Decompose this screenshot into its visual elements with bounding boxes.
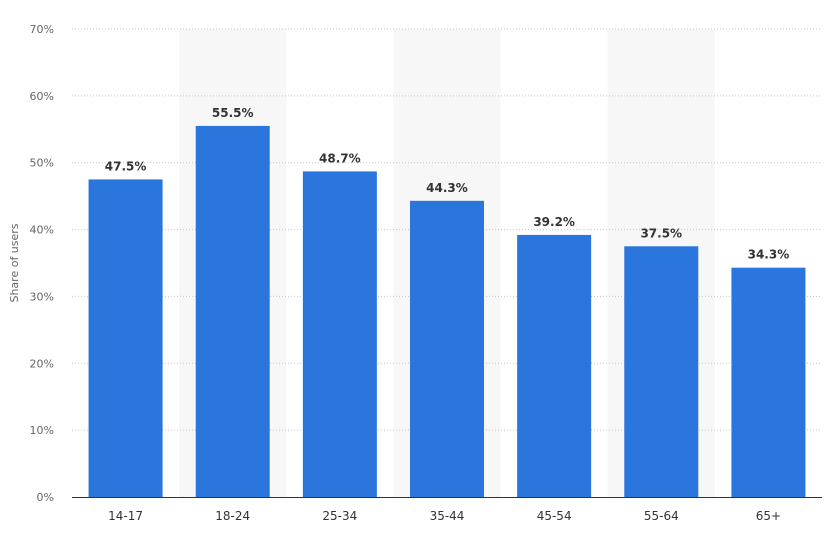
y-tick-label: 60% [30,90,54,103]
y-axis-title: Share of users [8,223,21,302]
x-tick-label-55-64: 55-64 [644,509,679,523]
data-label-65+: 34.3% [748,248,790,262]
x-axis-categories: 14-17 18-24 25-34 35-44 45-54 55-64 65+ [108,509,781,523]
bars [88,125,806,498]
y-tick-label: 40% [30,224,54,237]
data-label-45-54: 39.2% [533,215,575,229]
data-label-25-34: 48.7% [319,151,361,165]
x-tick-label-65+: 65+ [756,509,781,523]
data-label-55-64: 37.5% [640,226,682,240]
bar-65+[interactable] [731,267,806,497]
y-tick-label: 70% [30,23,54,36]
y-tick-label: 0% [37,491,54,504]
y-axis-ticks: 0% 10% 20% 30% 40% 50% 60% 70% [30,23,54,504]
x-tick-label-18-24: 18-24 [215,509,250,523]
bar-25-34[interactable] [302,171,377,498]
y-tick-label: 30% [30,290,54,303]
y-tick-label: 50% [30,157,54,170]
x-tick-label-25-34: 25-34 [322,509,357,523]
data-label-18-24: 55.5% [212,106,254,120]
data-label-14-17: 47.5% [105,159,147,173]
x-tick-label-45-54: 45-54 [537,509,572,523]
x-tick-label-35-44: 35-44 [430,509,465,523]
bar-18-24[interactable] [195,125,270,497]
y-tick-label: 10% [30,424,54,437]
bar-35-44[interactable] [410,200,484,497]
bar-14-17[interactable] [88,179,163,497]
data-labels: 47.5% 55.5% 48.7% 44.3% 39.2% 37.5% 34.3% [105,106,789,262]
x-tick-label-14-17: 14-17 [108,509,143,523]
data-label-35-44: 44.3% [426,181,468,195]
bar-45-54[interactable] [517,234,592,498]
bar-55-64[interactable] [624,246,699,497]
y-tick-label: 20% [30,357,54,370]
